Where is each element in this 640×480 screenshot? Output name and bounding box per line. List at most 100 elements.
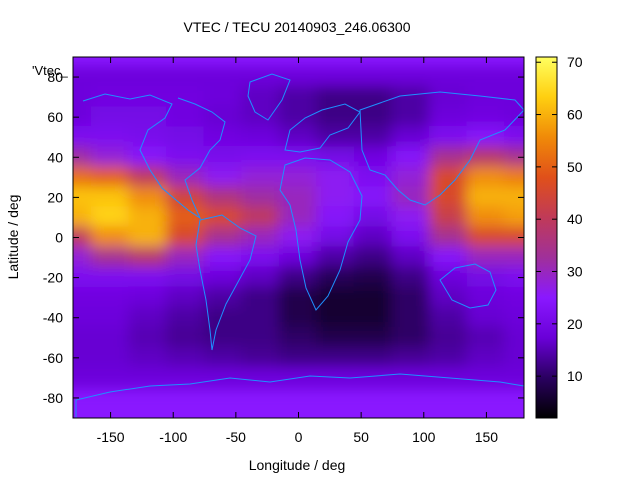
heatmap-cell [90, 366, 131, 389]
y-tick-label: -20 [43, 270, 63, 286]
colorbar-tick-label: 40 [567, 211, 583, 227]
heatmap-cell [316, 66, 356, 89]
heatmap-cell [429, 206, 469, 229]
heatmap-cell [391, 186, 432, 209]
heatmap-cell [241, 146, 281, 169]
heatmap-cell [429, 106, 469, 129]
heatmap-cell [203, 66, 244, 89]
heatmap-cell [466, 206, 507, 229]
heatmap-cell [90, 306, 131, 329]
heatmap-cell [504, 126, 524, 149]
heatmap-cell [316, 106, 356, 129]
heatmap-cell [353, 226, 394, 249]
heatmap-cell [391, 246, 432, 269]
heatmap-cell [128, 186, 168, 209]
heatmap-cell [466, 346, 507, 369]
heatmap-cell [128, 66, 168, 89]
y-axis-label: Latitude / deg [5, 195, 21, 280]
heatmap-cell [316, 366, 356, 389]
heatmap-cell [241, 186, 281, 209]
heatmap-cell [466, 166, 507, 189]
x-ticks: -150 -100 -50 0 50 100 150 [97, 57, 498, 445]
heatmap-cell [90, 66, 131, 89]
heatmap-cell [466, 226, 507, 249]
heatmap-cell [466, 266, 507, 289]
heatmap-cell [504, 226, 524, 249]
heatmap-cell [90, 86, 131, 109]
heatmap-cell [203, 286, 244, 309]
heatmap-cell [504, 286, 524, 309]
heatmap-cell [241, 306, 281, 329]
heatmap-cell [278, 346, 319, 369]
heatmap-cell [278, 286, 319, 309]
heatmap-cell [165, 126, 206, 149]
colorbar-tick-label: 50 [567, 159, 583, 175]
heatmap-cell [73, 286, 93, 309]
heatmap-cell [203, 166, 244, 189]
heatmap-cell [165, 166, 206, 189]
heatmap-cell [165, 106, 206, 129]
heatmap-cell [203, 226, 244, 249]
heatmap-cell [353, 346, 394, 369]
heatmap-cell [504, 326, 524, 349]
heatmap-cell [278, 166, 319, 189]
heatmap-cell [73, 326, 93, 349]
colorbar-tick-label: 10 [567, 368, 583, 384]
y-tick-label: -60 [43, 350, 63, 366]
heatmap-cell [278, 66, 319, 89]
heatmap-cell [241, 226, 281, 249]
heatmap-cell [466, 66, 507, 89]
heatmap-cell [128, 366, 168, 389]
heatmap-cell [165, 346, 206, 369]
heatmap-cell [353, 126, 394, 149]
heatmap-cell [391, 166, 432, 189]
heatmap-cell [203, 366, 244, 389]
heatmap-cell [90, 226, 131, 249]
heatmap-cell [466, 286, 507, 309]
coastline-overlay [75, 73, 524, 418]
heatmap-cell [429, 186, 469, 209]
heatmap-cell [203, 246, 244, 269]
heatmap-cell [316, 186, 356, 209]
heatmap-cell [278, 106, 319, 129]
heatmap-cell [391, 226, 432, 249]
heatmap-cell [429, 246, 469, 269]
heatmap-cell [466, 146, 507, 169]
heatmap-cell [353, 66, 394, 89]
heatmap-cell [353, 186, 394, 209]
heatmap-cell [203, 326, 244, 349]
y-tick-label: 80 [47, 69, 63, 85]
heatmap-cell [278, 326, 319, 349]
heatmap-cell [128, 106, 168, 129]
heatmap-cell [241, 106, 281, 129]
heatmap-cell [316, 86, 356, 109]
heatmap-cell [73, 226, 93, 249]
heatmap-cell [241, 246, 281, 269]
y-tick-label: 0 [55, 230, 63, 246]
heatmap-cell [165, 86, 206, 109]
heatmap-cell [353, 326, 394, 349]
heatmap-cell [391, 126, 432, 149]
heatmap-cell [203, 86, 244, 109]
y-tick-label: 40 [47, 149, 63, 165]
heatmap-cell [90, 206, 131, 229]
heatmap-cell [391, 66, 432, 89]
chart-title: VTEC / TECU 20140903_246.06300 [183, 19, 410, 35]
heatmap-cell [73, 126, 93, 149]
heatmap-cell [316, 146, 356, 169]
heatmap-cell [128, 126, 168, 149]
heatmap-cell [73, 166, 93, 189]
heatmap-cell [504, 206, 524, 229]
heatmap-cell [391, 306, 432, 329]
heatmap-cell [128, 266, 168, 289]
heatmap-cell [128, 166, 168, 189]
colorbar-tick-label: 60 [567, 107, 583, 123]
heatmap-cell [90, 126, 131, 149]
heatmap-cell [128, 286, 168, 309]
y-ticks: -80 -60 -40 -20 0 20 40 60 80 [43, 69, 524, 406]
heatmap-cell [90, 146, 131, 169]
heatmap-cell [504, 166, 524, 189]
heatmap-cell [73, 106, 93, 129]
heatmap-cell [278, 146, 319, 169]
